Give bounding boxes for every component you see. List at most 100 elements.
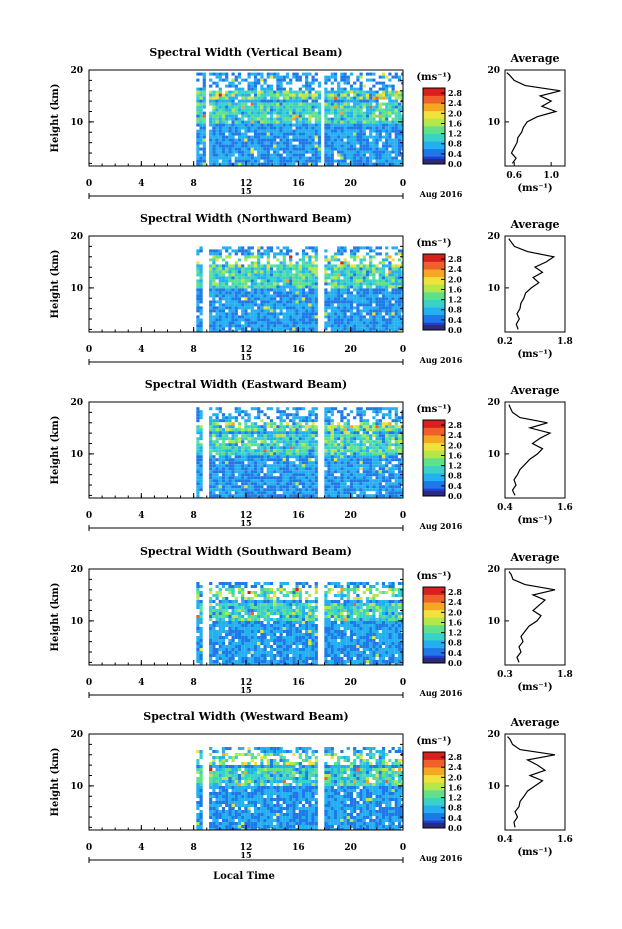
heatmap-cell — [308, 470, 312, 474]
heatmap-cell — [276, 303, 280, 307]
heatmap-cell — [253, 84, 258, 88]
heatmap-cell — [394, 321, 398, 325]
heatmap-cell — [218, 114, 222, 118]
heatmap-cell — [231, 446, 235, 450]
heatmap-cell — [298, 303, 302, 307]
heatmap-cell — [241, 285, 245, 289]
heatmap-cell — [327, 461, 331, 465]
heatmap-cell — [372, 288, 376, 292]
heatmap-cell — [305, 252, 309, 256]
heatmap-cell — [212, 425, 216, 429]
heatmap-cell — [279, 75, 283, 79]
heatmap-cell — [234, 455, 238, 459]
heatmap-cell — [247, 455, 251, 459]
heatmap-cell — [247, 473, 251, 477]
heatmap-cell — [241, 443, 245, 447]
heatmap-cell — [241, 494, 245, 498]
heatmap-cell — [279, 141, 283, 145]
heatmap-cell — [196, 96, 200, 100]
heatmap-cell — [301, 431, 306, 435]
heatmap-cell — [212, 96, 216, 100]
heatmap-cell — [359, 72, 363, 76]
heatmap-cell — [327, 261, 331, 265]
heatmap-cell — [378, 87, 382, 91]
heatmap-cell — [241, 303, 245, 307]
heatmap-cell — [285, 75, 290, 79]
heatmap-cell — [215, 479, 219, 483]
heatmap-cell — [295, 491, 299, 495]
heatmap-cell — [378, 476, 382, 480]
heatmap-cell — [244, 285, 248, 289]
colorbar-segment — [423, 307, 445, 316]
heatmap-cell — [327, 147, 331, 151]
heatmap-cell — [365, 144, 370, 148]
heatmap-cell — [279, 138, 283, 142]
heatmap-cell — [301, 407, 306, 411]
heatmap-cell — [279, 135, 283, 139]
heatmap-cell — [282, 485, 286, 489]
heatmap-cell — [199, 452, 203, 456]
heatmap-cell — [279, 434, 283, 438]
heatmap-cell — [273, 449, 277, 453]
heatmap-cell — [356, 153, 360, 157]
heatmap-cell — [301, 449, 306, 453]
heatmap-cell — [273, 99, 277, 103]
heatmap-cell — [289, 120, 293, 124]
heatmap-cell — [276, 327, 280, 331]
heatmap-cell — [253, 120, 258, 124]
heatmap-cell — [372, 416, 376, 420]
heatmap-cell — [257, 111, 261, 115]
heatmap-cell — [317, 93, 322, 97]
heatmap-cell — [308, 81, 312, 85]
heatmap-cell — [199, 123, 203, 127]
heatmap-cell — [349, 72, 354, 76]
heatmap-cell — [221, 476, 226, 480]
heatmap-cell — [401, 279, 403, 283]
heatmap-cell — [314, 270, 318, 274]
heatmap-cell — [324, 416, 328, 420]
heatmap-cell — [381, 324, 386, 328]
heatmap-cell — [311, 312, 315, 316]
heatmap-cell — [349, 150, 354, 154]
heatmap-cell — [298, 273, 302, 277]
heatmap-cell — [397, 321, 402, 325]
heatmap-cell — [353, 425, 357, 429]
heatmap-cell — [209, 93, 213, 97]
heatmap-cell — [381, 443, 386, 447]
heatmap-cell — [279, 294, 283, 298]
heatmap-cell — [362, 279, 366, 283]
heatmap-cell — [365, 440, 370, 444]
heatmap-cell — [308, 123, 312, 127]
heatmap-cell — [385, 291, 389, 295]
heatmap-cell — [234, 458, 238, 462]
heatmap-cell — [196, 135, 200, 139]
heatmap-cell — [225, 300, 229, 304]
heatmap-cell — [247, 264, 251, 268]
heatmap-cell — [269, 90, 274, 94]
heatmap-cell — [333, 309, 338, 313]
heatmap-cell — [401, 108, 403, 112]
heatmap-cell — [369, 488, 373, 492]
heatmap-cell — [244, 449, 248, 453]
date-day: 15 — [240, 352, 251, 362]
heatmap-cell — [308, 261, 312, 265]
heatmap-cell — [388, 129, 392, 133]
heatmap-cell — [260, 108, 264, 112]
heatmap-cell — [253, 135, 258, 139]
heatmap-cell — [311, 428, 315, 432]
heatmap-cell — [298, 144, 302, 148]
heatmap-cell — [225, 461, 229, 465]
colorbar-tick-label: 0.0 — [448, 159, 462, 169]
heatmap-cell — [253, 114, 258, 118]
heatmap-cell — [225, 294, 229, 298]
heatmap-cell — [305, 416, 309, 420]
heatmap-cell — [295, 282, 299, 286]
heatmap-cell — [362, 321, 366, 325]
heatmap-cell — [353, 482, 357, 486]
heatmap-cell — [359, 449, 363, 453]
heatmap-cell — [247, 461, 251, 465]
heatmap-cell — [346, 270, 350, 274]
heatmap-cell — [228, 452, 232, 456]
heatmap-cell — [237, 315, 242, 319]
heatmap-cell — [330, 129, 334, 133]
